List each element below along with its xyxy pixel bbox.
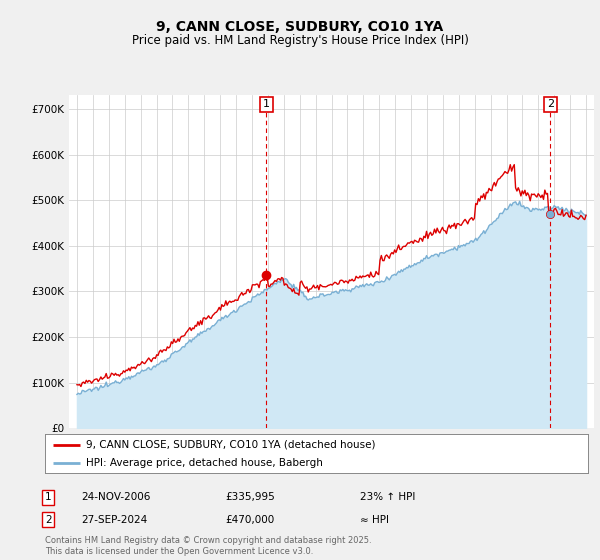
Text: 27-SEP-2024: 27-SEP-2024 bbox=[81, 515, 147, 525]
Text: 1: 1 bbox=[45, 492, 52, 502]
Text: £470,000: £470,000 bbox=[225, 515, 274, 525]
Text: 9, CANN CLOSE, SUDBURY, CO10 1YA: 9, CANN CLOSE, SUDBURY, CO10 1YA bbox=[157, 20, 443, 34]
Text: 9, CANN CLOSE, SUDBURY, CO10 1YA (detached house): 9, CANN CLOSE, SUDBURY, CO10 1YA (detach… bbox=[86, 440, 375, 450]
Text: 2: 2 bbox=[45, 515, 52, 525]
Text: ≈ HPI: ≈ HPI bbox=[360, 515, 389, 525]
Text: 23% ↑ HPI: 23% ↑ HPI bbox=[360, 492, 415, 502]
Text: HPI: Average price, detached house, Babergh: HPI: Average price, detached house, Babe… bbox=[86, 459, 323, 468]
Text: Price paid vs. HM Land Registry's House Price Index (HPI): Price paid vs. HM Land Registry's House … bbox=[131, 34, 469, 46]
Text: 24-NOV-2006: 24-NOV-2006 bbox=[81, 492, 151, 502]
Text: Contains HM Land Registry data © Crown copyright and database right 2025.
This d: Contains HM Land Registry data © Crown c… bbox=[45, 536, 371, 556]
Text: £335,995: £335,995 bbox=[225, 492, 275, 502]
Text: 1: 1 bbox=[263, 99, 270, 109]
Text: 2: 2 bbox=[547, 99, 554, 109]
